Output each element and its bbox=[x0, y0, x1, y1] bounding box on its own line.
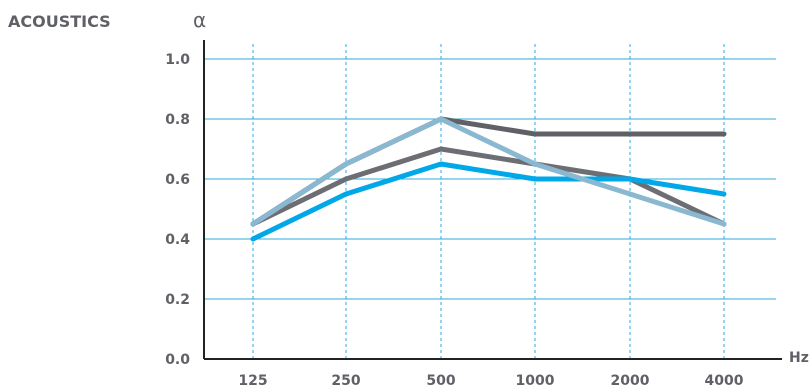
series-line-4 bbox=[250, 116, 727, 227]
tick-labels: 0.0 0.2 0.4 0.6 0.8 1.0 125 250 500 1000 2000 4000 bbox=[165, 52, 744, 389]
x-tick-label: 250 bbox=[331, 373, 360, 389]
y-tick-label: 0.6 bbox=[165, 172, 190, 188]
series-line-3 bbox=[250, 161, 727, 242]
x-axis-unit-label: Hz bbox=[789, 350, 809, 366]
x-tick-label: 500 bbox=[426, 373, 455, 389]
series-lines bbox=[250, 116, 727, 242]
axes bbox=[203, 40, 782, 360]
x-tick-label: 4000 bbox=[705, 373, 744, 389]
x-tick-label: 2000 bbox=[611, 373, 650, 389]
y-tick-label: 0.8 bbox=[165, 112, 190, 128]
series-line-2 bbox=[250, 146, 727, 227]
x-tick-label: 125 bbox=[238, 373, 267, 389]
y-axis-symbol: α bbox=[193, 8, 206, 32]
y-tick-label: 1.0 bbox=[165, 52, 190, 68]
y-tick-label: 0.4 bbox=[165, 232, 190, 248]
y-tick-label: 0.0 bbox=[165, 352, 190, 368]
section-title: ACOUSTICS bbox=[8, 12, 111, 31]
x-tick-label: 1000 bbox=[516, 373, 555, 389]
grid bbox=[204, 44, 776, 359]
y-tick-label: 0.2 bbox=[165, 292, 190, 308]
